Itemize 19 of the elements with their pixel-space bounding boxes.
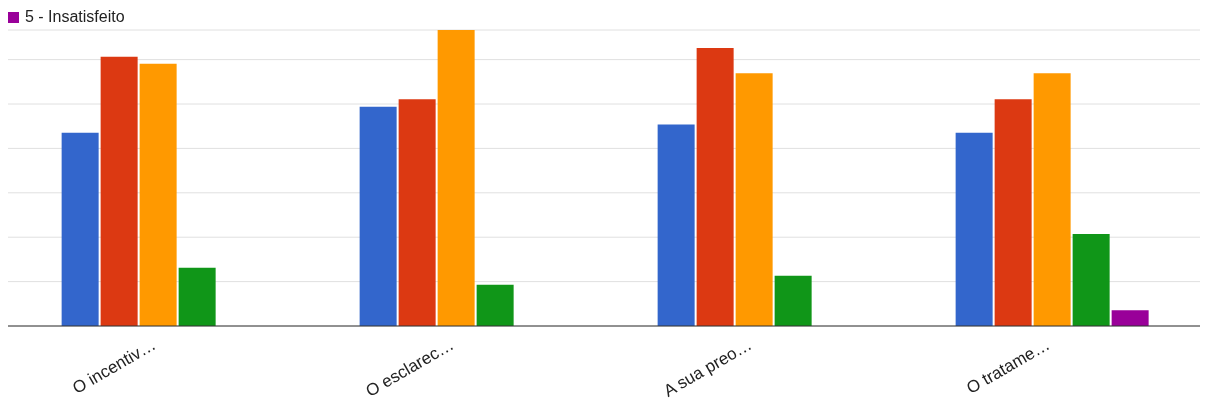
bar bbox=[1033, 73, 1071, 326]
bar bbox=[359, 106, 397, 326]
bar bbox=[955, 132, 993, 326]
bar bbox=[774, 275, 812, 326]
legend-label: 5 - Insatisfeito bbox=[25, 8, 125, 26]
bar bbox=[100, 56, 138, 326]
bar bbox=[178, 267, 216, 326]
bar bbox=[657, 124, 695, 326]
bar bbox=[139, 63, 177, 326]
bar bbox=[1072, 233, 1110, 326]
bar bbox=[437, 30, 475, 326]
bar bbox=[476, 284, 514, 326]
x-tick-label: A sua preo… bbox=[660, 335, 755, 401]
bar bbox=[696, 48, 734, 326]
bar bbox=[61, 132, 99, 326]
bar bbox=[1111, 310, 1149, 326]
bar bbox=[398, 99, 436, 326]
bar bbox=[994, 99, 1032, 326]
bar bbox=[735, 73, 773, 326]
